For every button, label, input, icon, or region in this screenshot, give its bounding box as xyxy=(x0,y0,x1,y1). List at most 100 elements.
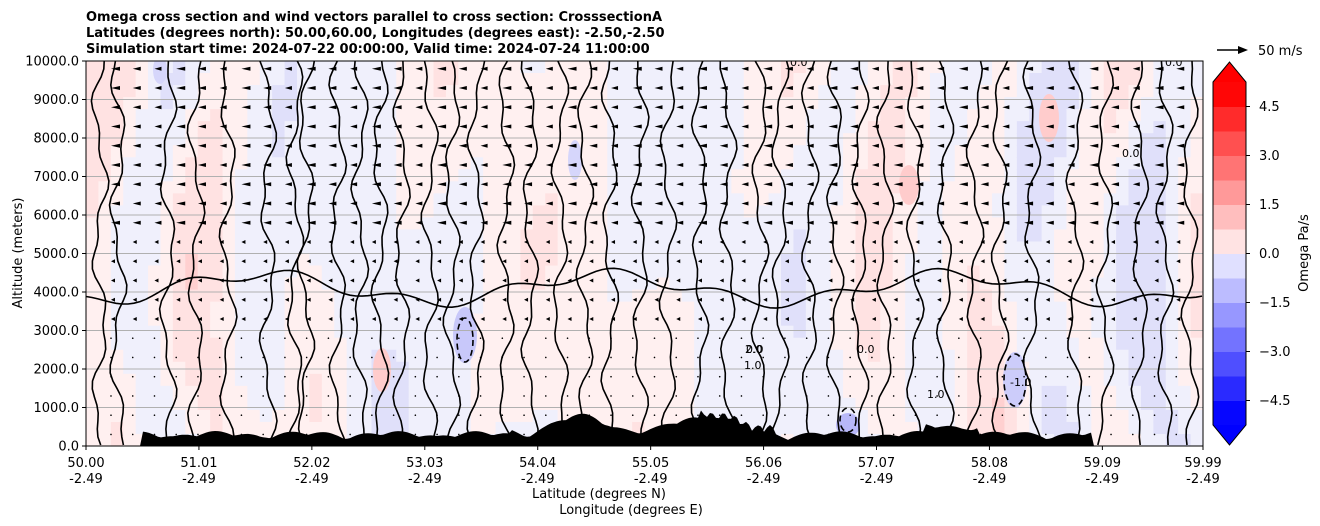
omega-cell xyxy=(98,265,112,279)
omega-cell xyxy=(272,73,286,86)
omega-cell xyxy=(818,193,832,206)
omega-cell xyxy=(483,349,497,363)
omega-cell xyxy=(843,109,857,122)
wind-vector xyxy=(110,414,112,417)
omega-cell xyxy=(855,133,869,146)
omega-cell xyxy=(1153,349,1167,363)
wind-vector xyxy=(676,259,681,264)
omega-cell xyxy=(247,181,261,194)
omega-cell xyxy=(383,409,397,423)
wind-vector xyxy=(437,85,447,90)
omega-cell xyxy=(210,121,224,134)
wind-vector xyxy=(501,356,504,359)
omega-cell xyxy=(421,409,435,423)
omega-cell xyxy=(892,289,906,303)
omega-cell xyxy=(905,313,919,327)
omega-cell xyxy=(234,253,248,267)
omega-cell xyxy=(731,373,745,387)
omega-cell xyxy=(110,109,124,122)
omega-cell xyxy=(805,265,819,279)
omega-cell xyxy=(768,289,782,303)
omega-cell xyxy=(334,133,348,146)
omega-cell xyxy=(867,181,881,194)
omega-cell xyxy=(979,325,993,339)
wind-vector xyxy=(806,297,811,302)
omega-cell xyxy=(582,397,596,411)
wind-vector xyxy=(350,259,355,264)
omega-cell xyxy=(1128,385,1142,399)
wind-vector xyxy=(784,259,789,264)
omega-cell xyxy=(371,409,385,423)
omega-cell xyxy=(309,313,323,327)
wind-vector xyxy=(480,143,488,148)
omega-cell xyxy=(1190,337,1203,351)
y-tick-label: 9000.0 xyxy=(34,93,80,108)
omega-cell xyxy=(905,253,919,267)
omega-cell xyxy=(1054,301,1068,315)
omega-cell xyxy=(1165,253,1179,267)
omega-cell xyxy=(234,121,248,134)
omega-cell xyxy=(967,313,981,327)
wind-vector xyxy=(479,337,482,340)
omega-cell xyxy=(1078,145,1092,158)
wind-vector xyxy=(741,220,749,225)
omega-cell xyxy=(148,253,162,267)
omega-cell xyxy=(731,325,745,339)
omega-cell xyxy=(495,241,509,255)
omega-cell xyxy=(359,421,373,435)
wind-vector xyxy=(458,85,467,90)
wind-vector xyxy=(632,201,642,206)
wind-vector xyxy=(523,433,525,436)
omega-cell xyxy=(880,157,894,170)
wind-vector xyxy=(154,201,162,206)
wind-vector xyxy=(719,297,724,302)
omega-cell xyxy=(1116,325,1130,339)
wind-vector xyxy=(524,143,533,148)
wind-vector xyxy=(218,337,221,340)
omega-cell xyxy=(570,205,584,219)
omega-cell xyxy=(284,409,298,423)
wind-vector xyxy=(654,85,663,90)
wind-vector xyxy=(1154,85,1164,90)
wind-vector xyxy=(763,316,768,321)
wind-vector xyxy=(153,414,156,417)
omega-cell xyxy=(1153,253,1167,267)
omega-cell xyxy=(172,349,186,363)
wind-vector xyxy=(132,85,141,90)
wind-vector xyxy=(436,414,438,417)
omega-cell xyxy=(731,277,745,291)
contour-line xyxy=(392,61,411,446)
omega-cell xyxy=(1091,361,1105,375)
omega-cell xyxy=(160,181,174,194)
wind-vector xyxy=(393,201,402,206)
wind-vector xyxy=(697,414,699,417)
omega-cell xyxy=(408,157,422,170)
wind-vector xyxy=(719,85,728,90)
omega-cell xyxy=(929,109,943,122)
omega-cell xyxy=(247,289,261,303)
omega-cell xyxy=(880,409,894,423)
wind-vector xyxy=(611,66,619,71)
omega-cell xyxy=(532,145,546,158)
x-tick-label-latitude: 50.00 xyxy=(67,456,104,471)
omega-cell xyxy=(1054,385,1068,399)
omega-cell xyxy=(321,289,335,303)
omega-cell xyxy=(905,337,919,351)
omega-cell xyxy=(1140,277,1154,291)
omega-cell xyxy=(1078,217,1092,231)
wind-vector xyxy=(371,105,381,110)
omega-cell xyxy=(123,397,137,411)
omega-cell xyxy=(433,61,447,74)
wind-vector xyxy=(197,182,206,187)
wind-vector xyxy=(958,182,968,187)
omega-cell xyxy=(731,265,745,279)
omega-cell xyxy=(396,265,410,279)
wind-vector xyxy=(741,105,749,110)
wind-vector xyxy=(480,105,488,110)
wind-vector xyxy=(437,278,442,283)
omega-cell xyxy=(929,385,943,399)
omega-cell xyxy=(1041,301,1055,315)
omega-cell xyxy=(222,397,236,411)
wind-vector xyxy=(849,375,851,378)
omega-cell xyxy=(1041,241,1055,255)
